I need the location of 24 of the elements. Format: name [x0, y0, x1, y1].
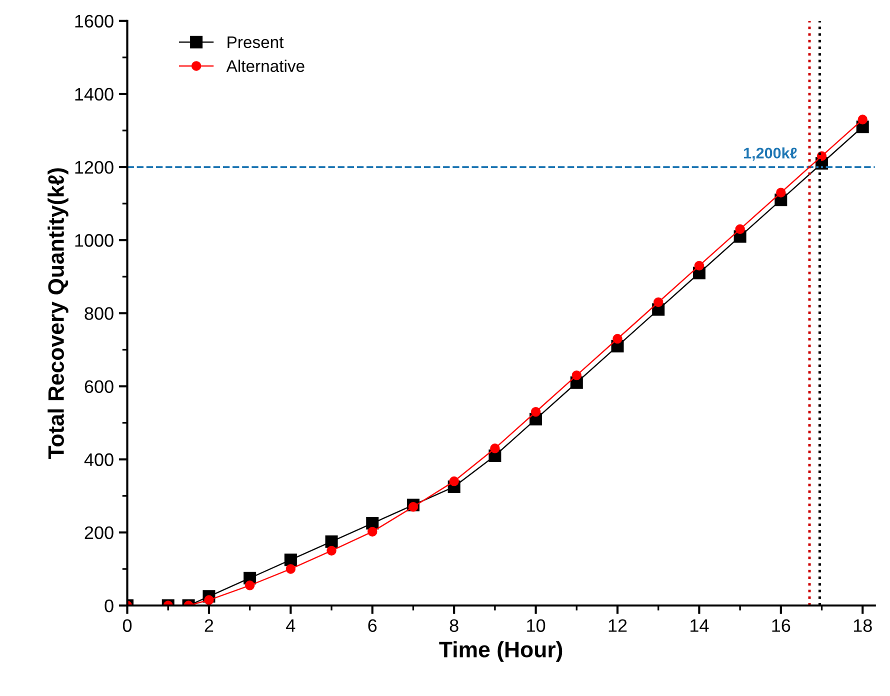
x-tick-label: 4 — [286, 619, 296, 632]
x-tick-label: 18 — [854, 619, 872, 632]
ref-line-label: 1,200kℓ — [744, 147, 797, 161]
y-tick-label: 1200 — [75, 160, 114, 174]
y-tick-label: 800 — [84, 307, 114, 320]
y-tick-label: 1000 — [75, 234, 114, 247]
x-tick-label: 8 — [450, 619, 458, 632]
x-tick-label: 12 — [608, 619, 627, 632]
y-tick-label: 400 — [84, 453, 114, 466]
legend-label: Alternative — [226, 60, 304, 72]
x-tick-label: 14 — [690, 619, 709, 632]
x-tick-label: 2 — [204, 619, 214, 632]
x-tick-label: 0 — [122, 619, 132, 632]
y-axis-title: Total Recovery Quantity(kℓ) — [48, 168, 68, 459]
x-axis-title: Time (Hour) — [439, 641, 562, 662]
x-tick-label: 16 — [772, 619, 790, 632]
legend-label: Present — [228, 36, 284, 48]
y-tick-label: 600 — [84, 380, 114, 393]
y-tick-label: 1600 — [75, 14, 114, 28]
x-tick-label: 10 — [527, 619, 546, 632]
y-tick-label: 1400 — [75, 88, 114, 101]
x-tick-label: 6 — [368, 619, 377, 632]
y-tick-label: 200 — [84, 526, 114, 540]
y-tick-label: 0 — [104, 599, 114, 612]
